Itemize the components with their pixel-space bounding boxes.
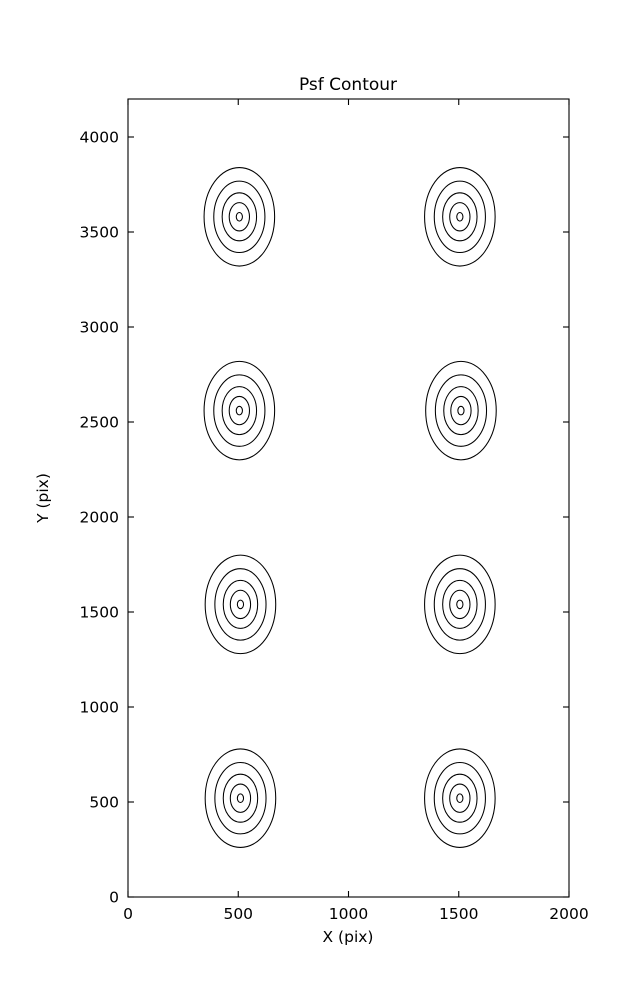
contour-ring (203, 167, 276, 267)
contour-ring (424, 554, 496, 655)
contour-ring (424, 167, 496, 267)
psf-contour-blob (204, 554, 277, 655)
contour-ring (214, 761, 267, 835)
y-tick-label: 4000 (80, 129, 119, 147)
contour-ring (221, 386, 258, 436)
contour-ring (424, 748, 496, 848)
y-axis-label: Y (pix) (34, 473, 52, 524)
contour-ring (433, 180, 486, 254)
contour-ring (222, 579, 259, 629)
contour-series (203, 167, 497, 848)
contour-ring (456, 211, 464, 222)
psf-contour-blob (424, 748, 496, 848)
psf-contour-blob (204, 748, 277, 848)
contour-ring (204, 748, 277, 848)
contour-ring (214, 568, 267, 641)
y-axis-ticks (128, 136, 569, 898)
psf-contour-blob (425, 360, 497, 461)
contour-ring (228, 395, 251, 426)
contour-ring (442, 773, 478, 823)
contour-ring (449, 783, 471, 813)
contour-ring (456, 793, 464, 804)
contour-ring (203, 360, 276, 461)
y-tick-label: 2000 (80, 509, 119, 527)
contour-ring (221, 192, 258, 242)
contour-ring (235, 211, 243, 222)
plot-title: Psf Contour (299, 75, 397, 95)
y-tick-label: 1000 (80, 699, 119, 717)
contour-ring (228, 202, 251, 232)
contour-ring (442, 579, 478, 629)
contour-ring (236, 793, 245, 804)
x-axis-tick-labels: 0 500 1000 1500 2000 (123, 905, 589, 923)
contour-ring (236, 599, 245, 610)
contour-ring (425, 360, 497, 461)
x-tick-label: 500 (223, 905, 253, 923)
contour-ring (449, 202, 471, 232)
y-tick-label: 3500 (80, 224, 119, 242)
y-tick-label: 0 (109, 889, 119, 907)
contour-ring (456, 599, 464, 610)
y-tick-label: 3000 (80, 319, 119, 337)
contour-ring (443, 386, 479, 436)
y-tick-label: 500 (89, 794, 119, 812)
x-axis-ticks (127, 99, 570, 897)
x-tick-label: 1500 (439, 905, 478, 923)
contour-ring (222, 773, 259, 823)
x-tick-label: 0 (123, 905, 133, 923)
contour-ring (457, 405, 465, 416)
contour-ring (204, 554, 277, 655)
x-tick-label: 2000 (549, 905, 588, 923)
x-axis-label: X (pix) (323, 928, 374, 946)
y-axis-tick-labels: 0 500 1000 1500 2000 2500 3000 3500 4000 (80, 129, 119, 907)
contour-ring (449, 589, 471, 620)
contour-ring (442, 192, 478, 242)
contour-ring (229, 589, 252, 620)
contour-ring (450, 395, 472, 426)
contour-ring (213, 180, 266, 254)
contour-ring (229, 783, 252, 813)
contour-ring (434, 374, 488, 447)
contour-ring (433, 761, 486, 835)
psf-contour-blob (203, 167, 276, 267)
y-tick-label: 1500 (80, 604, 119, 622)
psf-contour-blob (424, 554, 496, 655)
psf-contour-blob (424, 167, 496, 267)
psf-contour-blob (203, 360, 276, 461)
x-tick-label: 1000 (329, 905, 368, 923)
contour-ring (235, 405, 243, 416)
contour-ring (213, 374, 266, 447)
contour-ring (433, 568, 486, 641)
y-tick-label: 2500 (80, 414, 119, 432)
